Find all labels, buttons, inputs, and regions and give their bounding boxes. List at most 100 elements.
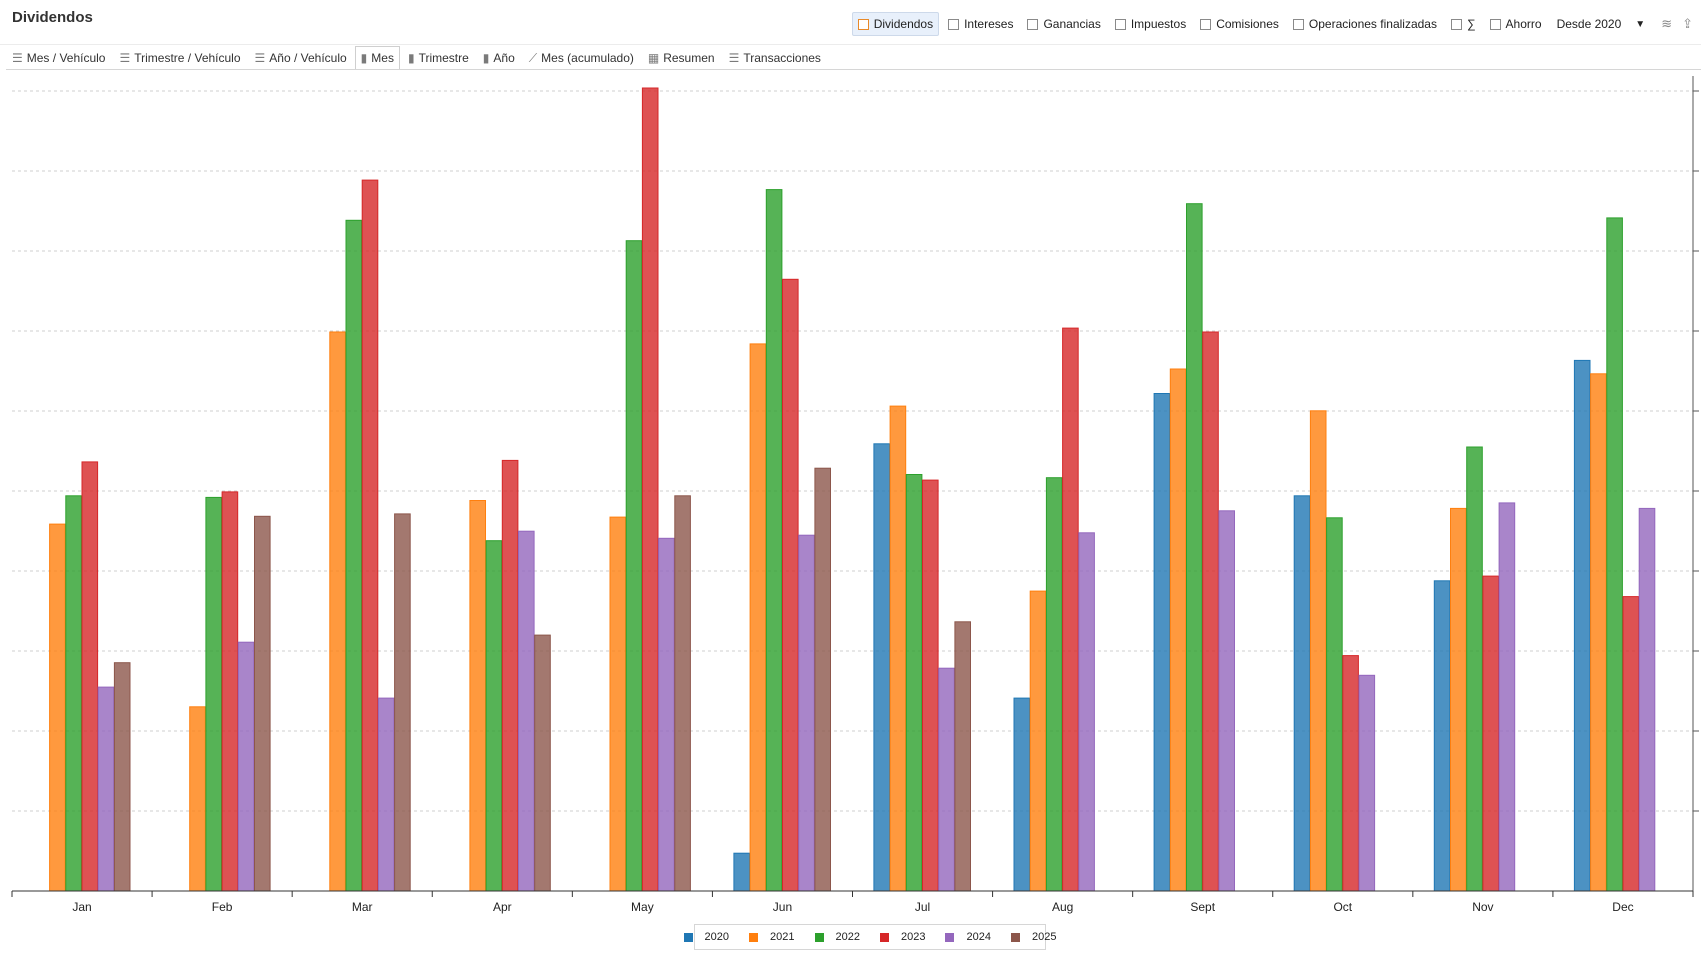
legend-item-2022[interactable]: 2022 [814, 931, 860, 943]
filter-ganancias[interactable]: Ganancias [1022, 13, 1105, 35]
bar-2022-feb[interactable] [205, 496, 222, 892]
bar-2021-oct[interactable] [1309, 410, 1327, 892]
bar-2024-nov[interactable] [1498, 502, 1516, 892]
checkbox-icon[interactable] [948, 18, 960, 30]
bar-2024-apr[interactable] [518, 530, 535, 892]
bar-2021-apr[interactable] [469, 500, 486, 892]
checkbox-icon[interactable] [1489, 18, 1501, 30]
bar-2021-nov[interactable] [1450, 507, 1467, 892]
bar-2025-may[interactable] [674, 495, 691, 892]
bar-2023-jul[interactable] [922, 479, 939, 892]
bar-2022-sept[interactable] [1186, 203, 1203, 892]
bar-2022-mar[interactable] [345, 219, 363, 892]
bar-2021-mar[interactable] [329, 331, 346, 892]
filter-dividendos[interactable]: Dividendos [851, 12, 940, 36]
checkbox-icon[interactable] [1292, 18, 1304, 30]
bar-2024-jul[interactable] [938, 667, 955, 892]
bar-2020-jul[interactable] [873, 443, 891, 892]
bar-2024-feb[interactable] [237, 641, 255, 892]
bar-2022-nov[interactable] [1466, 446, 1483, 892]
bar-2020-nov[interactable] [1433, 580, 1451, 892]
bar-2024-sept[interactable] [1218, 510, 1236, 892]
filter-comisiones[interactable]: Comisiones [1195, 13, 1284, 35]
legend-item-2025[interactable]: 2025 [1010, 931, 1056, 943]
bar-2021-aug[interactable] [1029, 590, 1047, 892]
bar-2023-sept[interactable] [1202, 331, 1219, 892]
bar-2021-jul[interactable] [889, 405, 907, 892]
x-tick-label: Jan [72, 900, 91, 914]
bar-2023-apr[interactable] [501, 459, 519, 892]
tab-resumen[interactable]: ▦ Resumen [642, 46, 721, 70]
bar-2021-may[interactable] [609, 516, 627, 892]
bar-2022-jan[interactable] [65, 495, 82, 892]
bar-2024-mar[interactable] [377, 697, 395, 892]
bar-2023-feb[interactable] [221, 491, 239, 892]
bar-2024-dec[interactable] [1638, 507, 1656, 892]
bar-2022-dec[interactable] [1606, 217, 1623, 892]
bar-2023-jun[interactable] [782, 278, 799, 892]
filter-sum[interactable]: ∑ [1446, 13, 1481, 35]
bar-2022-jul[interactable] [905, 474, 923, 892]
bar-2020-dec[interactable] [1573, 359, 1591, 892]
bar-2020-aug[interactable] [1013, 697, 1031, 892]
x-tick-label: Nov [1472, 900, 1493, 914]
layers-icon[interactable]: ≋ [1661, 16, 1673, 31]
tab-trimestre[interactable]: ▮ Trimestre [402, 46, 475, 70]
bar-2022-jun[interactable] [765, 189, 783, 892]
bar-2023-nov[interactable] [1482, 575, 1500, 892]
bar-2021-sept[interactable] [1169, 368, 1187, 892]
checkbox-icon[interactable] [1027, 18, 1039, 30]
bar-2025-apr[interactable] [534, 634, 551, 892]
bar-2025-feb[interactable] [254, 515, 271, 892]
bar-2023-dec[interactable] [1622, 596, 1640, 892]
bar-2025-jun[interactable] [814, 467, 832, 892]
bar-2024-oct[interactable] [1358, 674, 1376, 892]
tab-ano[interactable]: ▮ Año [477, 46, 521, 70]
bar-2021-feb[interactable] [189, 706, 206, 892]
period-select[interactable]: Desde 2020 ▼ [1551, 17, 1652, 31]
legend-item-2021[interactable]: 2021 [749, 931, 795, 943]
bar-2021-jun[interactable] [749, 343, 767, 892]
bar-2024-jan[interactable] [97, 686, 115, 892]
bar-2025-jul[interactable] [954, 621, 972, 892]
checkbox-icon[interactable] [1114, 18, 1126, 30]
bar-2021-jan[interactable] [49, 523, 66, 892]
export-icon[interactable]: ⇪ [1682, 16, 1693, 31]
checkbox-icon[interactable] [1200, 18, 1212, 30]
bar-2020-jun[interactable] [733, 852, 751, 892]
tab-mes[interactable]: ▮ Mes [354, 46, 400, 70]
tab-label: Mes / Vehículo [26, 51, 106, 65]
tab-transacciones[interactable]: ☰ Transacciones [723, 46, 827, 70]
bar-2025-mar[interactable] [394, 513, 411, 892]
bar-2023-mar[interactable] [361, 179, 379, 892]
checkbox-icon[interactable] [857, 18, 869, 30]
bar-2024-aug[interactable] [1078, 532, 1095, 892]
legend-item-2023[interactable]: 2023 [880, 931, 925, 943]
bar-2024-jun[interactable] [798, 534, 815, 892]
filter-impuestos[interactable]: Impuestos [1110, 13, 1191, 35]
bar-2022-oct[interactable] [1326, 517, 1343, 892]
bar-2023-aug[interactable] [1062, 327, 1079, 892]
legend-item-2024[interactable]: 2024 [945, 931, 991, 943]
bar-2024-may[interactable] [658, 537, 675, 892]
tab-ano-vehiculo[interactable]: ☰ Año / Vehículo [249, 46, 353, 70]
tab-mes-acumulado[interactable]: ⟋ Mes (acumulado) [523, 46, 640, 70]
bar-2023-jan[interactable] [81, 461, 99, 892]
chevron-down-icon[interactable]: ▼ [1635, 18, 1646, 30]
bar-2022-aug[interactable] [1045, 477, 1063, 892]
tab-trimestre-vehiculo[interactable]: ☰ Trimestre / Vehículo [113, 46, 246, 70]
filter-operaciones-finalizadas[interactable]: Operaciones finalizadas [1288, 13, 1442, 35]
bar-2025-jan[interactable] [113, 662, 131, 892]
bar-2021-dec[interactable] [1590, 373, 1607, 892]
bar-2020-sept[interactable] [1153, 393, 1171, 892]
bar-2023-oct[interactable] [1342, 655, 1359, 892]
tab-mes-vehiculo[interactable]: ☰ Mes / Vehículo [6, 46, 111, 70]
bar-2022-apr[interactable] [485, 540, 503, 892]
legend-item-2020[interactable]: 2020 [683, 931, 729, 943]
bar-2022-may[interactable] [625, 240, 643, 892]
bar-2020-oct[interactable] [1293, 495, 1311, 892]
bar-2023-may[interactable] [641, 87, 659, 892]
checkbox-icon[interactable] [1450, 18, 1462, 30]
filter-ahorro[interactable]: Ahorro [1485, 13, 1547, 35]
filter-intereses[interactable]: Intereses [943, 13, 1018, 35]
